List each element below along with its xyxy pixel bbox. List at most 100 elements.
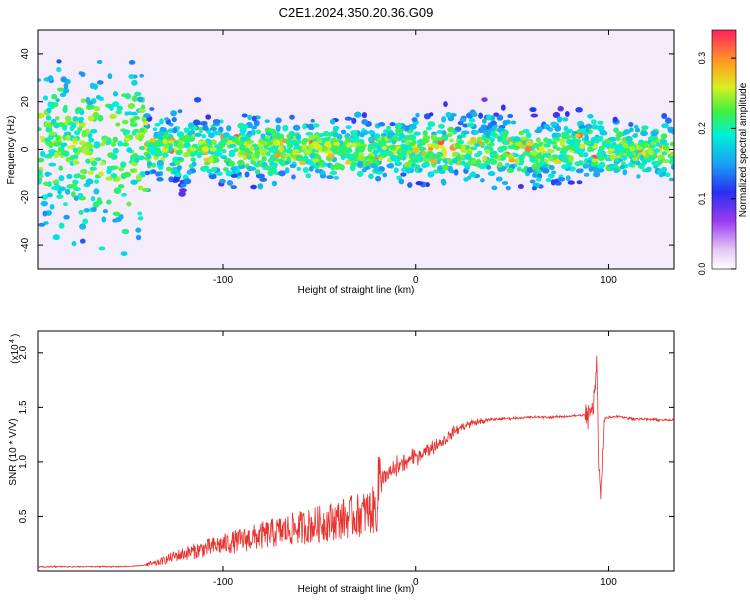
- spectrogram-cell: [227, 135, 234, 140]
- spectrogram-cell: [132, 95, 138, 102]
- spectrogram-cell: [98, 171, 104, 177]
- spectrogram-xtick-label: 100: [600, 275, 617, 286]
- spectrogram-cell: [669, 159, 674, 164]
- spectrogram-cell: [668, 177, 674, 182]
- spectrogram-cell: [170, 110, 177, 117]
- spectrogram-cell: [44, 171, 50, 177]
- spectrogram-cell: [55, 116, 60, 121]
- spectrogram-cell: [655, 142, 661, 147]
- spectrogram-cell: [635, 146, 643, 151]
- spectrogram-cell: [296, 166, 302, 172]
- spectrogram-cell: [559, 141, 565, 146]
- spectrogram-cell: [86, 104, 93, 111]
- spectrogram-cell: [99, 161, 106, 166]
- spectrogram-cell: [127, 103, 136, 109]
- spectrogram-cell: [622, 142, 629, 149]
- spectrogram-cell: [457, 121, 464, 126]
- spectrogram-cell: [94, 179, 99, 184]
- spectrogram-cell: [579, 143, 586, 149]
- spectrogram-cell: [356, 170, 364, 177]
- spectrogram-cell: [636, 174, 641, 179]
- spectrogram-cell: [525, 132, 532, 139]
- spectrogram-cell: [641, 125, 649, 130]
- spectrogram-cell: [192, 125, 198, 131]
- spectrogram-cell: [582, 163, 590, 169]
- spectrogram-cell: [267, 169, 274, 176]
- spectrogram-cell: [176, 142, 185, 150]
- spectrogram-cell: [370, 141, 378, 148]
- spectrogram-cell: [69, 155, 75, 161]
- spectrogram-cell: [117, 184, 125, 189]
- spectrogram-cell: [425, 182, 430, 188]
- spectrogram-cell: [218, 126, 224, 133]
- spectrogram-cell: [392, 149, 399, 155]
- spectrogram-cell: [47, 193, 53, 198]
- spectrogram-cell: [525, 140, 533, 147]
- spectrogram-cell: [361, 119, 369, 125]
- spectrogram-cell: [496, 176, 503, 182]
- spectrogram-cell: [52, 234, 60, 241]
- spectrogram-cell: [190, 147, 197, 152]
- spectrogram-cell: [115, 122, 121, 127]
- spectrogram-cell: [48, 162, 57, 167]
- spectrogram-cell: [286, 143, 294, 149]
- spectrogram-cell: [445, 112, 452, 118]
- spectrogram-cell: [250, 184, 257, 190]
- spectrogram-cell: [585, 123, 593, 130]
- spectrogram-cell: [40, 200, 48, 207]
- spectrogram-cell: [239, 144, 246, 151]
- spectrogram-cell: [130, 179, 138, 185]
- spectrogram-cell: [172, 176, 180, 183]
- spectrogram-cell: [579, 153, 584, 158]
- spectrogram-cell: [65, 156, 71, 163]
- spectrogram-cell: [254, 150, 260, 157]
- spectrogram-cell: [597, 164, 605, 169]
- spectrogram-cell: [115, 110, 122, 115]
- spectrogram-cell: [133, 115, 141, 120]
- spectrogram-cell: [101, 216, 107, 223]
- spectrogram-cell: [251, 115, 257, 122]
- spectrogram-cell: [635, 128, 640, 133]
- spectrogram-cell: [45, 115, 52, 121]
- spectrogram-cell: [531, 150, 538, 156]
- spectrogram-cell: [122, 129, 128, 136]
- spectrogram-cell: [196, 152, 202, 159]
- spectrogram-cell: [481, 118, 487, 124]
- spectrogram-cell: [561, 164, 569, 170]
- spectrogram-cell: [257, 183, 264, 190]
- spectrogram-cell: [669, 151, 674, 157]
- spectrogram-cell: [459, 117, 467, 123]
- spectrogram-cell: [178, 191, 186, 197]
- spectrogram-cell: [345, 147, 352, 152]
- spectrogram-cell: [44, 137, 51, 143]
- spectrogram-cell: [121, 193, 127, 197]
- spectrogram-cell: [125, 134, 133, 139]
- spectrogram-cell: [379, 140, 386, 146]
- spectrogram-cell: [598, 135, 604, 142]
- spectrogram-cell: [96, 95, 101, 100]
- spectrogram-cell: [131, 79, 138, 86]
- spectrogram-cell: [79, 223, 86, 230]
- spectrogram-cell: [171, 117, 177, 123]
- spectrogram-cell: [58, 165, 63, 171]
- spectrogram-cell: [78, 196, 87, 201]
- spectrogram-cell: [63, 83, 69, 89]
- spectrogram-cell: [175, 150, 183, 155]
- spectrogram-cell: [190, 157, 196, 162]
- spectrogram-cell: [386, 125, 392, 130]
- spectrogram-cell: [174, 161, 181, 166]
- spectrogram-cell: [613, 157, 619, 162]
- spectrogram-cell: [304, 149, 312, 155]
- spectrogram-cell: [203, 161, 211, 166]
- spectrogram-cell: [226, 125, 232, 132]
- spectrogram-cell: [436, 160, 441, 165]
- spectrogram-cell: [345, 160, 352, 165]
- spectrogram-cell: [255, 169, 261, 175]
- spectrogram-cell: [112, 178, 120, 182]
- spectrogram-cell: [661, 123, 669, 129]
- spectrogram-cell: [549, 165, 555, 171]
- spectrogram-cell: [150, 169, 157, 174]
- spectrogram-cell: [486, 114, 492, 121]
- snr-ytick-label: 1.5: [18, 400, 29, 414]
- spectrogram-cell: [418, 168, 423, 172]
